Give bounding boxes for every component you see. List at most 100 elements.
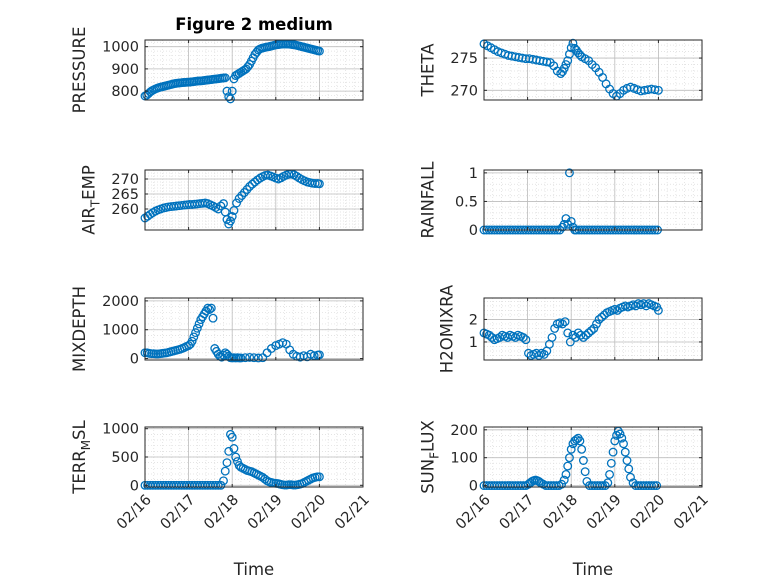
subplot-2: 270 275 THETA [419,38,703,101]
data-point [551,481,561,491]
y-tick-label: 0 [130,352,139,368]
data-point [586,326,596,336]
axes-box [483,297,703,361]
data-point [565,453,574,463]
data-point [232,198,242,208]
y-tick-label: 500 [111,450,139,466]
data-point [521,335,531,345]
data-point [240,353,250,363]
data-point [563,461,573,471]
y-tick-label: 1000 [102,323,139,339]
data-point [597,312,607,322]
data-point [565,168,574,178]
data-point [578,333,588,342]
data-point [231,452,241,462]
y-axis-label: H2OMIXRA [438,284,457,373]
data-point [219,199,228,209]
data-point [216,201,226,211]
data-point [239,188,249,197]
y-tick-label: 1000 [102,422,139,438]
data-point [222,458,232,468]
data-point [266,344,276,353]
y-tick-label: 0.5 [455,194,478,210]
y-axis-label: MIXDEPTH [70,286,89,372]
data-point [227,212,237,221]
y-axis-label: AIRTEMP [80,165,103,235]
data-point [258,353,268,363]
data-point [205,305,214,314]
data-point [573,328,583,338]
data-point [589,323,599,333]
data-point [594,314,604,324]
data-point [220,466,230,476]
data-point [608,447,618,457]
y-tick-label: 0 [130,478,139,494]
data-point [563,328,573,338]
data-point [558,319,567,329]
data-point [314,472,324,482]
y-axis-label: THETA [419,43,438,98]
data-point [566,43,576,53]
data-point [561,469,571,479]
axes-box [144,297,364,361]
x-axis-label: Time [572,560,613,579]
data-point [566,216,576,226]
data-point [563,56,573,66]
data-point [575,436,585,446]
data-point [242,185,252,194]
data-point [595,481,605,491]
data-point [191,328,201,338]
y-tick-label: 265 [111,187,139,203]
y-tick-label: 100 [450,451,478,467]
y-tick-label: 0 [469,479,478,495]
data-point [592,319,601,329]
y-tick-label: 260 [111,202,139,218]
data-point [224,446,234,456]
data-point [542,57,552,67]
y-tick-label: 270 [450,83,478,99]
data-point [192,323,202,333]
data-point [653,305,663,315]
axes-box [144,39,364,101]
data-point [309,351,319,361]
y-tick-label: 800 [111,84,139,100]
y-tick-label: 2 [469,312,478,328]
data-point [561,214,571,224]
y-tick-label: 200 [450,423,478,439]
data-point [211,480,221,490]
y-axis-label: RAINFALL [419,161,438,239]
chart-title: Figure 2 medium [175,15,333,34]
data-point [619,439,628,449]
data-point [237,191,247,200]
axes-box [483,426,703,488]
data-point [605,469,615,479]
data-point [203,303,213,313]
axes-box [483,39,703,101]
data-point [236,353,246,363]
y-tick-label: 1 [469,335,478,351]
y-tick-label: 900 [111,62,139,78]
subplot-6: 1 2 H2OMIXRA [438,284,703,373]
data-point [580,467,590,477]
data-point [576,330,586,340]
plot-area [484,427,702,487]
subplot-5: 0 1000 2000 MIXDEPTH [70,286,364,372]
data-point [219,476,228,486]
data-point [234,194,244,203]
data-point [652,481,662,491]
data-point [229,444,239,453]
data-point [206,303,216,313]
data-point [620,447,630,457]
data-point [598,481,608,491]
data-point [653,85,663,95]
data-point [550,323,560,333]
y-axis-label: TERRMSL [70,419,93,494]
plot-area [484,170,702,230]
axes-box [144,169,364,231]
data-point [615,429,625,439]
y-tick-label: 1 [469,166,478,182]
data-point [314,179,324,189]
y-tick-label: 275 [450,51,478,67]
